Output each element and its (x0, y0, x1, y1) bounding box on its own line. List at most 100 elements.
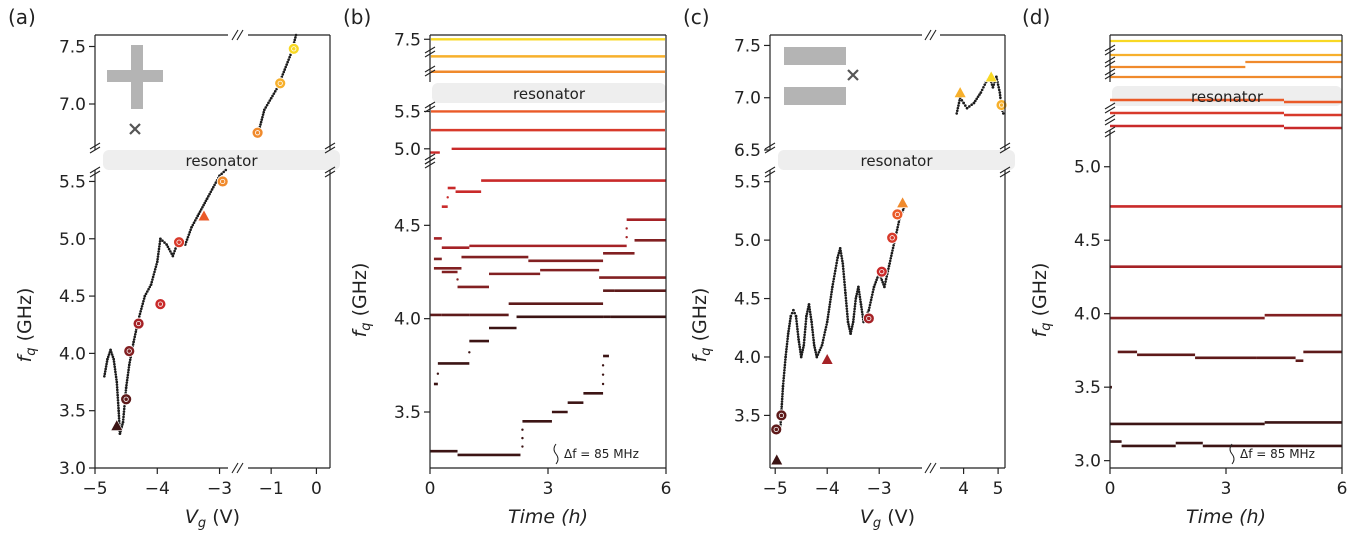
panel-a-trace-lower-point (210, 188, 214, 191)
panel-a-trace-lower-point (122, 410, 126, 413)
panel-c-x-tick-label: −4 (815, 479, 840, 499)
panel-a-trace-lower-point (154, 265, 158, 269)
panel-b-jump-point (601, 364, 605, 367)
panel-a-ylabel-rest: (GHz) (14, 288, 36, 348)
panel-c-trace-lower-point (800, 353, 804, 356)
panel-c-trace-lower-point (794, 314, 798, 318)
panel-c-trace-lower-point (843, 280, 846, 284)
panel-b-xlabel-main: Time (h) (508, 506, 588, 528)
panel-a-marker-6 (197, 209, 211, 222)
panel-c-trace-lower-point (846, 317, 850, 321)
panel-b-y-break-1 (424, 69, 436, 77)
panel-c-trace-lower-point (821, 338, 825, 342)
panel-c-x-tick-label: 4 (958, 479, 969, 499)
panel-b-jump-point (521, 428, 524, 431)
panel-a-trace-lower-point (144, 292, 148, 296)
panel-c-trace-lower-point (781, 384, 785, 388)
panel-c-trace-lower-point (794, 317, 798, 320)
panel-a-trace-lower-point (134, 330, 138, 334)
panel-a-trace-lower-point (103, 372, 107, 376)
panel-d-lower-y-tick-label: 4.5 (1074, 231, 1101, 251)
panel-a-trace-lower-point (111, 355, 115, 359)
panel-c-trace-lower-point (852, 312, 856, 316)
panel-b-jump-point (625, 227, 628, 230)
panel-c-trace-lower-point (888, 262, 891, 265)
panel-a-trace-lower-point (127, 363, 131, 367)
panel-a-trace-lower-point (173, 249, 176, 253)
panel-d-annotation: Δf = 85 MHz (1240, 447, 1315, 461)
panel-d-label: (d) (1022, 5, 1050, 29)
panel-c-trace-lower-point (842, 275, 846, 279)
panel-b-annotation: Δf = 85 MHz (564, 447, 639, 461)
panel-c-lower-y-tick-label: 5.0 (734, 231, 761, 251)
panel-c-trace-lower-point (810, 323, 814, 326)
panel-c-trace-lower-point (831, 285, 834, 289)
panel-c-trace-lower-point (812, 343, 816, 347)
panel-c-trace-lower-point (868, 303, 872, 307)
panel-a-trace-lower-point (124, 386, 128, 390)
panel-a-trace-lower-point (146, 290, 149, 293)
panel-d-y-break-top-2 (1104, 68, 1116, 76)
panel-a-trace-lower-point (106, 357, 109, 361)
panel-a-trace-lower-point (151, 278, 154, 281)
panel-c-trace-lower-point (798, 343, 801, 346)
panel-c-marker-4 (862, 312, 875, 325)
panel-a-lower-y-tick-label: 4.5 (59, 287, 86, 307)
panel-c-trace-lower-point (828, 300, 832, 304)
panel-c-trace-lower-point (842, 278, 846, 281)
panel-c-trace-lower-point (841, 267, 845, 271)
panel-a-trace-upper-point (288, 55, 291, 59)
panel-c-trace-lower-point (820, 343, 824, 347)
panel-c-trace-lower-point (788, 319, 792, 323)
panel-c-trace-lower-point (857, 288, 861, 291)
panel-c-trace-lower-point (812, 338, 815, 342)
panel-c-trace-lower-point (828, 305, 831, 309)
panel-c-trace-lower-point (833, 269, 837, 273)
panel-c-trace-lower-point (840, 254, 843, 258)
panel-b-resonator-band-label: resonator (513, 85, 586, 103)
panel-c-ylabel: fq (GHz) (689, 288, 714, 363)
panel-c-trace-lower-point (847, 322, 850, 326)
panel-a-trace-lower-point (139, 310, 142, 313)
panel-d-y-break-top-1 (1104, 56, 1116, 64)
panel-c-trace-lower-point (786, 340, 789, 343)
panel-c-trace-lower-point (870, 293, 874, 296)
panel-a-trace-lower-point (158, 245, 161, 248)
panel-c-trace-lower-point (843, 283, 846, 287)
panel-c-trace-lower-point (867, 308, 871, 312)
panel-c-inset-cross (847, 69, 859, 81)
panel-c-trace-lower-point (808, 310, 812, 314)
panel-a-trace-lower-point (113, 362, 116, 366)
panel-a-x-break-bottom (231, 462, 239, 474)
panel-c-trace-lower-point (804, 322, 807, 326)
panel-c-trace-lower-point (796, 330, 800, 333)
panel-c-trace-lower-point (788, 322, 791, 325)
panel-d-x-tick-label: 3 (1221, 479, 1232, 499)
panel-c-trace-lower-point (785, 347, 788, 351)
panel-c-marker-6 (886, 231, 899, 244)
panel-c-trace-lower-point (819, 346, 823, 349)
panel-c-trace-lower-point (783, 360, 787, 364)
panel-c-trace-lower-point (854, 299, 857, 303)
panel-c-y-break-lower (764, 170, 776, 178)
panel-a-trace-lower-point (158, 242, 161, 246)
panel-c-trace-lower-point (883, 285, 886, 289)
panel-c-trace-lower-point (829, 293, 833, 296)
panel-a-trace-lower-point (188, 230, 192, 234)
panel-c-trace-lower-point (836, 256, 839, 259)
panel-c-trace-upper-point (998, 91, 1002, 94)
panel-c-x-break-top (924, 29, 932, 41)
panel-c-y-break (764, 142, 776, 150)
panel-c-upper-y-tick-label: 7.5 (734, 36, 761, 56)
panel-a-trace-lower-point (117, 406, 120, 410)
panel-a-trace-lower-point (169, 250, 172, 253)
panel-a-trace-upper-point (293, 38, 297, 42)
panel-c-trace-upper-point (957, 101, 961, 105)
panel-a-trace-lower-point (115, 383, 119, 386)
panel-c-marker-11-ring (998, 102, 1005, 108)
panel-b-y-break-4 (424, 157, 436, 165)
panel-c-trace-lower-point (843, 286, 847, 289)
panel-a-trace-lower-point (156, 257, 159, 261)
panel-d-lower-y-tick-label: 3.0 (1074, 452, 1101, 472)
panel-a-trace-lower-point (132, 340, 135, 344)
